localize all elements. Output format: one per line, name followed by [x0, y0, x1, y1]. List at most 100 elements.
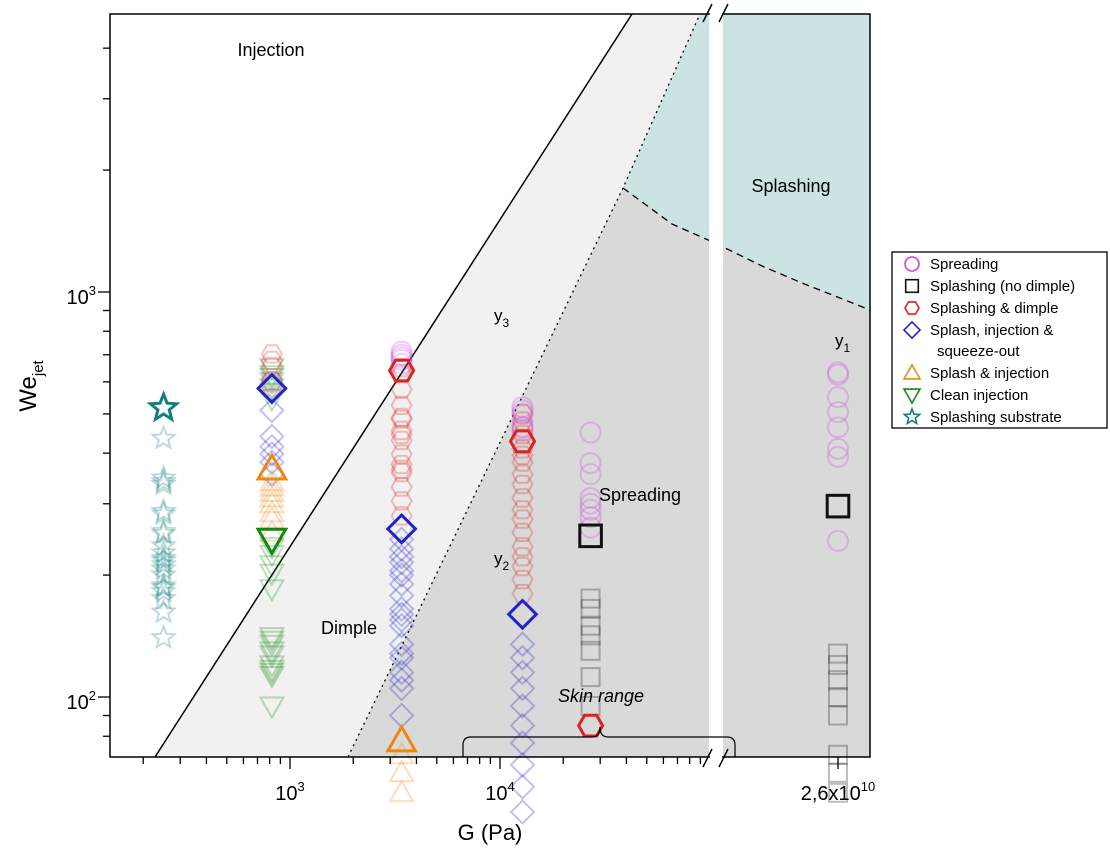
legend-label: Spreading: [930, 256, 998, 273]
marker-triangle-down: [258, 634, 286, 658]
marker-triangle-up: [388, 741, 415, 765]
legend-label: Splash & injection: [930, 365, 1049, 382]
marker-diamond: [388, 601, 415, 628]
marker-diamond: [388, 595, 415, 622]
highlight-marker-square: [578, 523, 603, 549]
marker-diamond: [258, 397, 285, 424]
marker-circle: [511, 419, 534, 442]
marker-diamond: [258, 449, 285, 476]
marker-circle: [390, 343, 413, 366]
marker-star: [150, 497, 178, 524]
highlight-marker-square: [825, 493, 851, 519]
marker-star: [150, 519, 178, 546]
highlight-marker-star: [146, 390, 181, 423]
marker-triangle-up: [258, 484, 286, 508]
marker-triangle-up: [258, 490, 286, 514]
highlight-marker-triangle-up: [255, 451, 289, 481]
marker-diamond: [509, 693, 536, 719]
legend-marker-triangle-down: [902, 388, 922, 405]
legend-items: Spreading Splashing (no dimple) Splashing …: [902, 256, 1075, 426]
y-axis-label: Wejet: [15, 359, 47, 411]
marker-hexagon: [511, 569, 534, 590]
marker-triangle-up: [258, 473, 286, 497]
marker-circle: [511, 416, 534, 439]
legend-marker-triangle-up: [902, 363, 922, 380]
marker-diamond: [258, 441, 285, 467]
marker-triangle-down: [258, 662, 286, 686]
marker-star: [150, 544, 178, 570]
marker-hexagon: [390, 420, 413, 441]
legend-label: Splashing (no dimple): [930, 278, 1075, 295]
marker-triangle-down: [258, 537, 286, 561]
marker-circle: [390, 346, 413, 369]
marker-diamond: [388, 612, 415, 639]
skin-range-brace: [462, 726, 736, 757]
legend-marker-diamond: [902, 320, 922, 340]
marker-star: [150, 573, 178, 600]
marker-hexagon: [511, 509, 534, 529]
curve-label-y1: y1: [835, 331, 851, 355]
boundary-y1: [622, 187, 870, 311]
highlight-marker-diamond: [506, 598, 539, 631]
y-tick-label-1e2: 102: [67, 688, 96, 714]
axis-break-bottom-slash-2: [718, 748, 729, 768]
marker-diamond: [509, 799, 536, 825]
marker-triangle-down: [258, 696, 286, 720]
marker-square: [580, 667, 601, 688]
marker-square: [828, 670, 848, 691]
marker-diamond: [388, 543, 415, 570]
marker-triangle-down: [258, 389, 286, 413]
marker-triangle-down: [258, 378, 286, 402]
marker-diamond: [388, 631, 415, 658]
marker-triangle-down: [258, 382, 286, 406]
marker-hexagon: [260, 350, 284, 370]
marker-star: [150, 554, 178, 581]
marker-diamond: [388, 659, 415, 686]
marker-star: [150, 470, 178, 496]
marker-diamond: [509, 675, 536, 702]
marker-star: [150, 584, 178, 611]
marker-triangle-down: [258, 555, 286, 579]
legend-label: Splashing & dimple: [930, 300, 1058, 317]
marker-hexagon: [511, 424, 534, 445]
boundary-y3: [154, 14, 633, 757]
x-tick-label-1e4: 104: [485, 779, 514, 805]
marker-triangle-down: [258, 579, 286, 603]
marker-triangle-up: [258, 499, 286, 523]
marker-hexagon: [511, 584, 534, 604]
marker-hexagon: [511, 500, 534, 520]
legend-label: Splash, injection &: [930, 322, 1053, 339]
curve-label-y2: y2: [494, 549, 510, 573]
marker-hexagon: [390, 454, 413, 475]
marker-star: [150, 531, 178, 558]
marker-hexagon: [390, 459, 413, 479]
marker-hexagon: [511, 445, 534, 465]
x-tick-label-2.6e10: 2,6x1010: [801, 779, 876, 805]
marker-circle: [579, 506, 602, 529]
marker-circle: [827, 529, 849, 552]
marker-diamond: [509, 631, 536, 658]
highlight-marker-hexagon: [508, 429, 537, 454]
marker-diamond: [388, 571, 415, 598]
y-tick-label-1e3: 103: [67, 283, 96, 309]
marker-star: [150, 467, 178, 494]
marker-square: [580, 615, 601, 636]
marker-star: [150, 424, 178, 450]
marker-hexagon: [511, 474, 534, 494]
highlight-marker-hexagon: [387, 358, 416, 383]
marker-triangle-down: [258, 666, 286, 690]
marker-star: [150, 550, 178, 577]
marker-circle: [390, 348, 413, 371]
legend-label-continued: squeeze-out: [937, 343, 1020, 360]
marker-circle: [827, 416, 849, 439]
legend-marker-star: [902, 406, 922, 426]
marker-triangle-up: [388, 759, 415, 783]
region-label-splashing: Splashing: [751, 176, 830, 196]
marker-circle: [511, 396, 534, 419]
axis-break-top-slash-1: [702, 3, 713, 23]
marker-circle: [579, 498, 602, 521]
legend-label: Clean injection: [930, 387, 1028, 404]
axis-break-bottom: [710, 752, 722, 762]
legend-marker-hexagon: [904, 301, 920, 315]
